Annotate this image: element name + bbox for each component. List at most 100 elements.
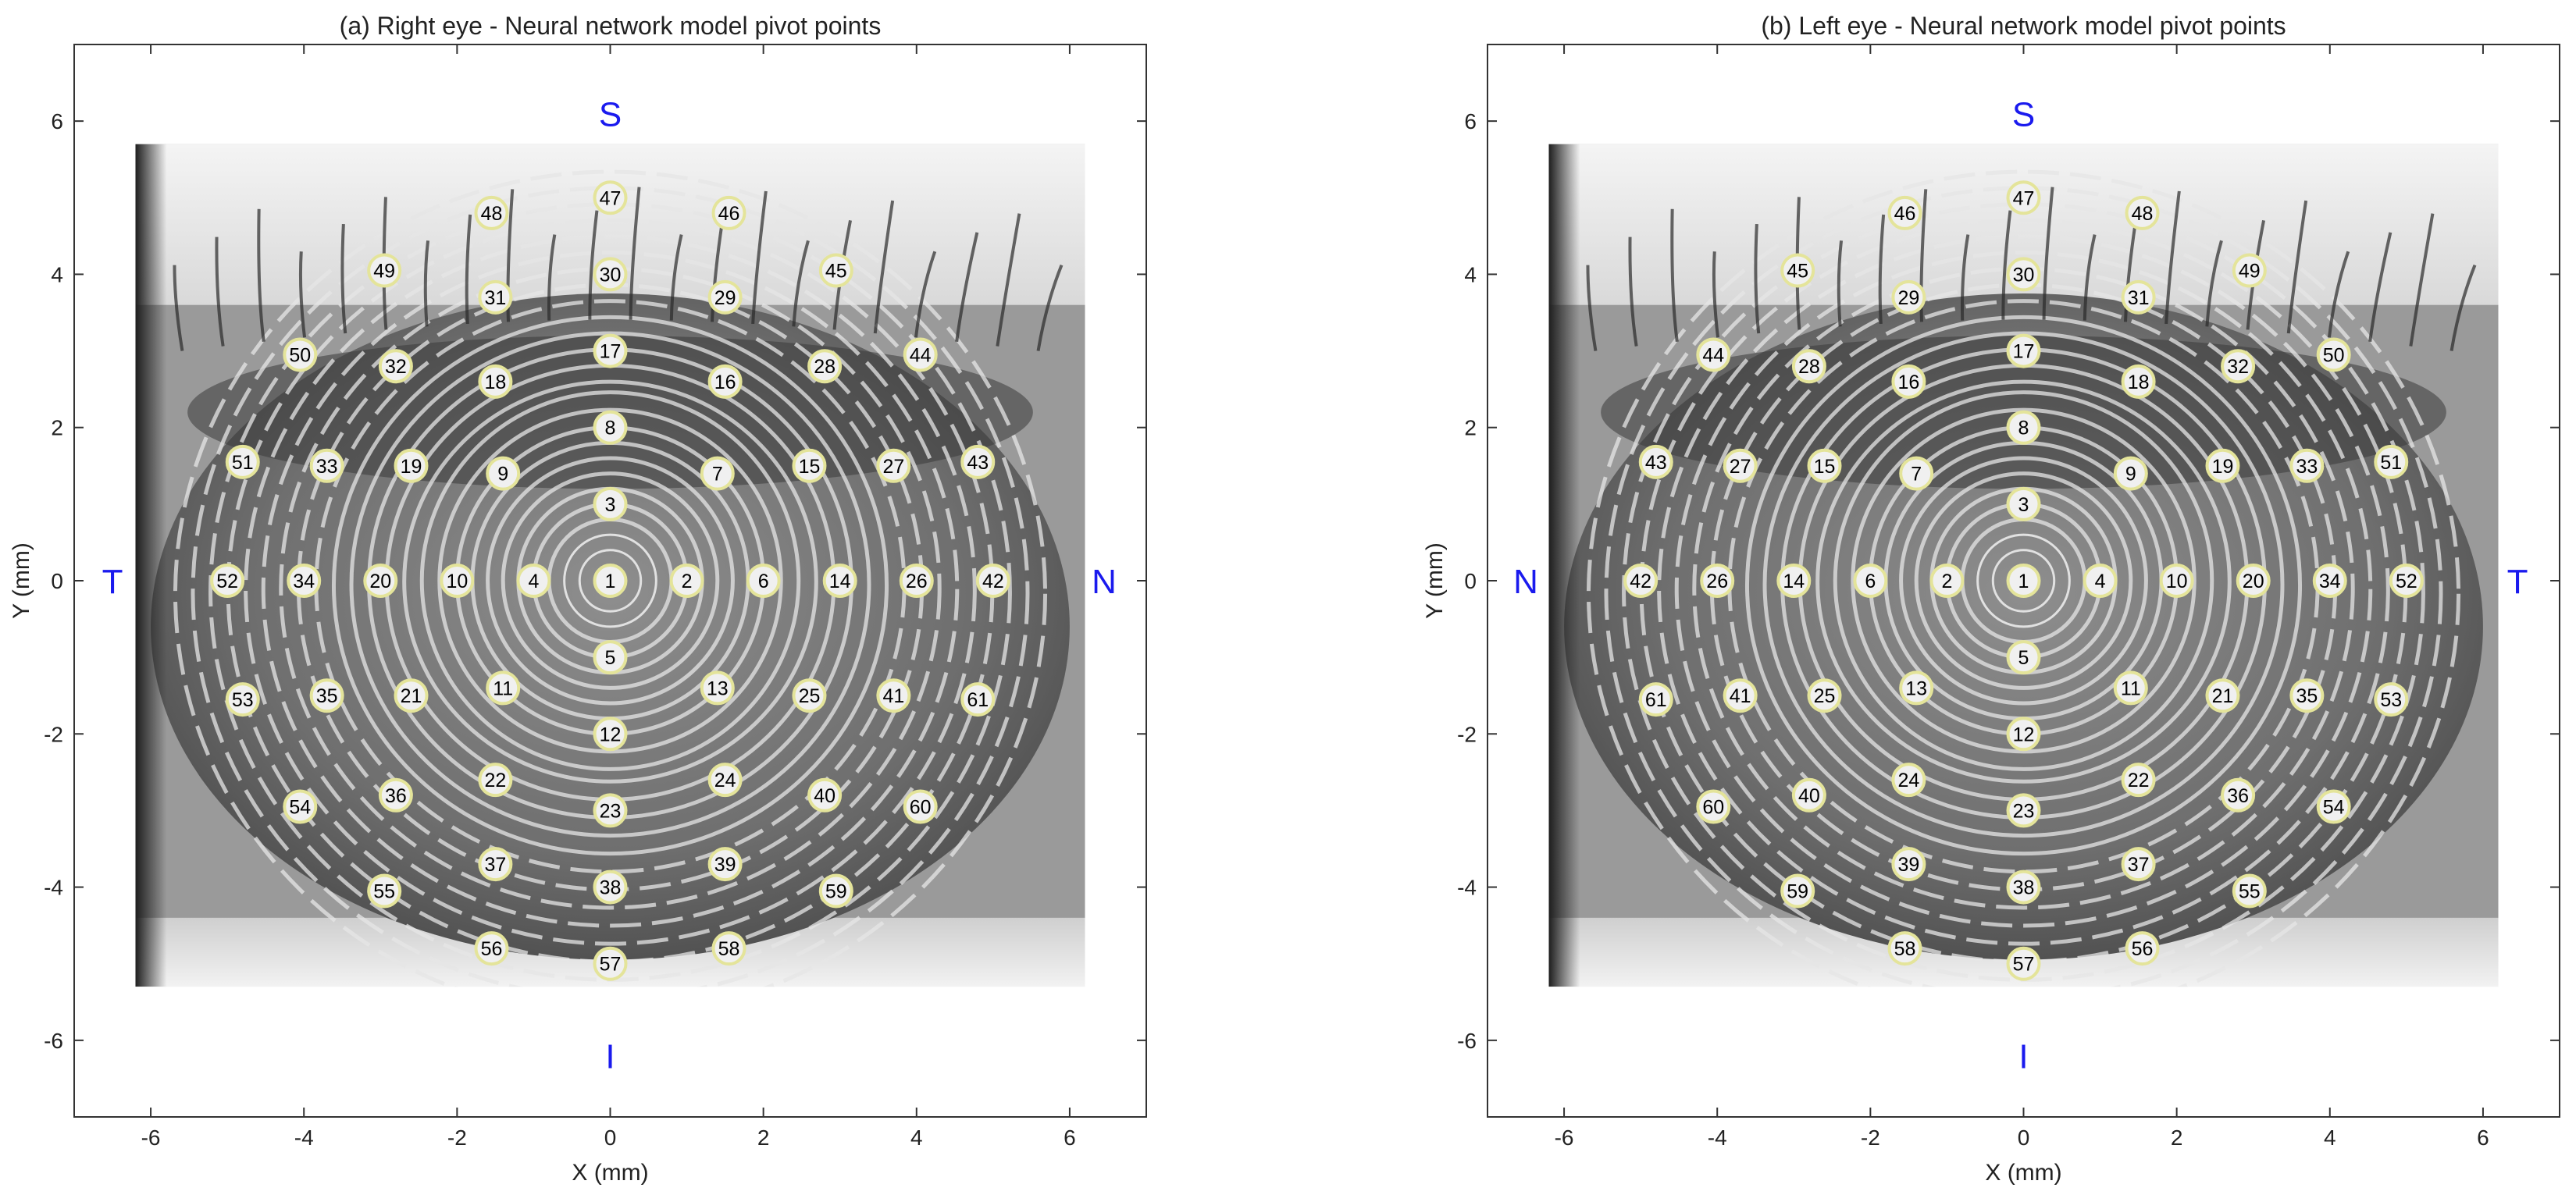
pivot-point-label: 15: [799, 456, 821, 478]
pivot-point-label: 36: [385, 785, 407, 807]
pivot-point-label: 2: [682, 571, 693, 592]
y-tick-label: 6: [51, 109, 63, 133]
pivot-point-label: 49: [373, 261, 395, 283]
pivot-point-label: 34: [2319, 571, 2341, 592]
pivot-point-label: 9: [497, 464, 508, 485]
pivot-point-label: 40: [1798, 785, 1820, 807]
pivot-point-marker: [2205, 678, 2240, 713]
pivot-point-marker: [225, 682, 260, 717]
pivot-point-label: 11: [493, 677, 513, 699]
pivot-point-marker: [792, 448, 827, 483]
pivot-point-label: 51: [232, 452, 254, 474]
y-tick-label: -6: [44, 1029, 63, 1053]
pivot-point-label: 13: [1905, 677, 1927, 699]
y-tick-label: 4: [1464, 262, 1477, 286]
pivot-point-label: 29: [1897, 287, 1919, 309]
x-tick-label: 0: [604, 1126, 617, 1150]
x-axis-label: X (mm): [1985, 1160, 2061, 1186]
pivot-point-marker: [960, 682, 996, 717]
pivot-point-marker: [2159, 564, 2194, 598]
pivot-point-label: 24: [714, 770, 736, 791]
pivot-point-label: 39: [1897, 854, 1919, 876]
pivot-point-marker: [2236, 564, 2271, 598]
x-tick-label: 4: [2324, 1126, 2336, 1150]
chart-title: (a) Right eye - Neural network model piv…: [340, 12, 882, 40]
pivot-point-marker: [593, 946, 628, 981]
pivot-point-marker: [669, 564, 704, 598]
direction-label-right: T: [2507, 563, 2528, 601]
pivot-point-marker: [1780, 253, 1815, 288]
pivot-point-label: 55: [373, 880, 395, 902]
pivot-point-label: 12: [2013, 724, 2035, 745]
pivot-point-marker: [2125, 195, 2160, 230]
pivot-point-marker: [903, 789, 938, 824]
pivot-point-label: 27: [882, 456, 904, 478]
pivot-point-marker: [818, 873, 853, 909]
pivot-point-marker: [2232, 253, 2267, 288]
direction-label-bottom: I: [605, 1037, 615, 1076]
pivot-point-label: 14: [1783, 571, 1805, 592]
y-tick-label: 4: [51, 262, 63, 286]
pivot-point-label: 4: [2095, 571, 2106, 592]
pivot-point-marker: [2289, 678, 2325, 713]
pivot-point-label: 3: [605, 494, 616, 516]
pivot-point-marker: [2006, 869, 2041, 905]
direction-label-left: N: [1513, 563, 1538, 601]
pivot-point-label: 20: [2243, 571, 2264, 592]
pivot-point-marker: [593, 564, 628, 598]
pivot-point-marker: [1887, 931, 1922, 966]
pivot-point-label: 12: [600, 724, 622, 745]
pivot-point-marker: [1638, 682, 1673, 717]
pivot-point-marker: [2374, 444, 2409, 479]
x-tick-label: -6: [1555, 1126, 1574, 1150]
pivot-point-label: 38: [2013, 877, 2035, 899]
pivot-point-label: 14: [829, 571, 851, 592]
pivot-point-label: 54: [2323, 797, 2345, 819]
pivot-point-marker: [1891, 364, 1926, 399]
pivot-point-label: 33: [2296, 456, 2318, 478]
pivot-point-label: 26: [906, 571, 928, 592]
pivot-point-marker: [210, 564, 245, 598]
pivot-point-label: 37: [2128, 854, 2150, 876]
pivot-point-marker: [2006, 946, 2041, 981]
pivot-point-label: 4: [528, 571, 539, 592]
pivot-point-label: 8: [2018, 418, 2029, 439]
x-tick-label: 0: [2018, 1126, 2030, 1150]
pivot-point-marker: [1776, 564, 1812, 598]
pivot-point-marker: [486, 456, 521, 491]
pivot-point-marker: [1723, 678, 1758, 713]
pivot-point-label: 52: [2396, 571, 2417, 592]
pivot-point-marker: [818, 253, 853, 288]
pivot-point-label: 36: [2227, 785, 2249, 807]
pivot-point-marker: [2232, 873, 2267, 909]
pivot-point-label: 5: [605, 647, 616, 669]
pivot-point-label: 16: [1897, 372, 1919, 393]
pivot-point-label: 19: [401, 456, 422, 478]
pivot-point-label: 53: [2380, 689, 2402, 711]
pivot-point-label: 43: [1645, 452, 1667, 474]
pivot-point-label: 44: [1702, 344, 1724, 366]
pivot-point-marker: [1638, 444, 1673, 479]
pivot-point-label: 39: [714, 854, 736, 876]
pivot-point-marker: [1696, 337, 1731, 372]
pivot-point-label: 8: [605, 418, 616, 439]
pivot-point-marker: [2006, 793, 2041, 828]
pivot-point-marker: [2205, 448, 2240, 483]
direction-label-top: S: [2012, 95, 2035, 133]
pivot-point-label: 17: [2013, 341, 2035, 363]
pivot-point-marker: [593, 793, 628, 828]
pivot-point-label: 21: [401, 685, 422, 707]
pivot-point-marker: [1929, 564, 1965, 598]
pivot-point-marker: [2221, 777, 2256, 813]
x-tick-label: 2: [757, 1126, 770, 1150]
pivot-point-label: 50: [2323, 344, 2345, 366]
pivot-point-marker: [1700, 564, 1735, 598]
pivot-point-label: 51: [2380, 452, 2402, 474]
x-tick-label: 2: [2171, 1126, 2183, 1150]
x-tick-label: -2: [1861, 1126, 1880, 1150]
pivot-point-marker: [1723, 448, 1758, 483]
pivot-point-marker: [593, 640, 628, 675]
pivot-point-marker: [2006, 410, 2041, 445]
pivot-point-label: 16: [714, 372, 736, 393]
